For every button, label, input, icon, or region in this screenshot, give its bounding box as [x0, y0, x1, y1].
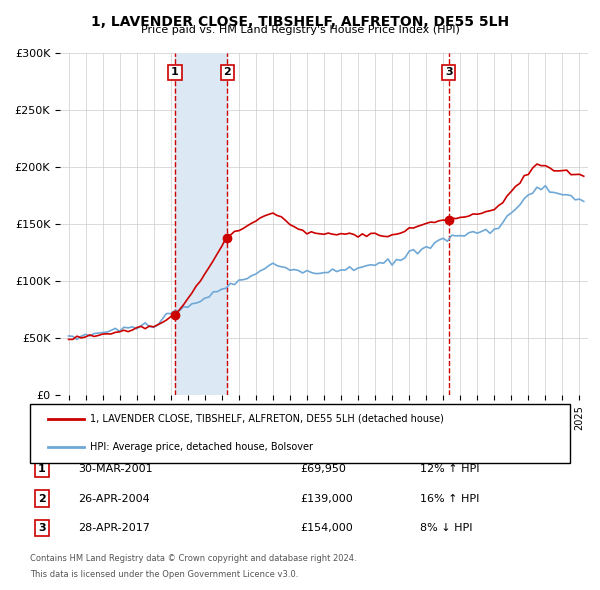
Text: 3: 3	[38, 523, 46, 533]
Text: 8% ↓ HPI: 8% ↓ HPI	[420, 523, 473, 533]
Text: HPI: Average price, detached house, Bolsover: HPI: Average price, detached house, Bols…	[90, 442, 313, 451]
Text: 28-APR-2017: 28-APR-2017	[78, 523, 150, 533]
Text: 1: 1	[171, 67, 179, 77]
Text: Price paid vs. HM Land Registry's House Price Index (HPI): Price paid vs. HM Land Registry's House …	[140, 25, 460, 35]
Text: £139,000: £139,000	[300, 494, 353, 503]
Text: £69,950: £69,950	[300, 464, 346, 474]
Text: 26-APR-2004: 26-APR-2004	[78, 494, 150, 503]
Text: 3: 3	[445, 67, 452, 77]
Text: 1: 1	[38, 464, 46, 474]
Text: £154,000: £154,000	[300, 523, 353, 533]
Text: 12% ↑ HPI: 12% ↑ HPI	[420, 464, 479, 474]
Text: This data is licensed under the Open Government Licence v3.0.: This data is licensed under the Open Gov…	[30, 571, 298, 579]
Text: 1, LAVENDER CLOSE, TIBSHELF, ALFRETON, DE55 5LH: 1, LAVENDER CLOSE, TIBSHELF, ALFRETON, D…	[91, 15, 509, 29]
Text: 2: 2	[38, 494, 46, 503]
Text: 16% ↑ HPI: 16% ↑ HPI	[420, 494, 479, 503]
Text: 1, LAVENDER CLOSE, TIBSHELF, ALFRETON, DE55 5LH (detached house): 1, LAVENDER CLOSE, TIBSHELF, ALFRETON, D…	[90, 414, 444, 424]
Text: Contains HM Land Registry data © Crown copyright and database right 2024.: Contains HM Land Registry data © Crown c…	[30, 555, 356, 563]
Text: 30-MAR-2001: 30-MAR-2001	[78, 464, 152, 474]
Text: 2: 2	[224, 67, 232, 77]
Bar	[175, 53, 227, 395]
